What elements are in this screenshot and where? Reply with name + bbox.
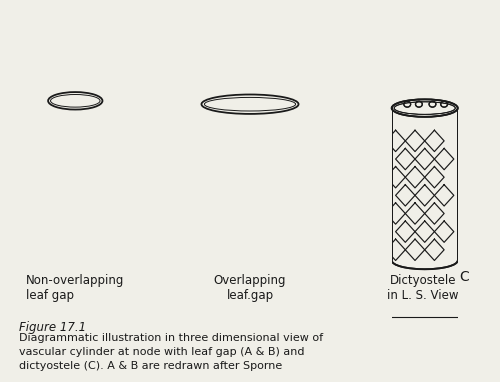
Polygon shape [8,3,392,374]
Text: Dictyostele
in L. S. View: Dictyostele in L. S. View [387,274,458,302]
Text: Leaf trace: Leaf trace [304,168,356,194]
Text: B: B [277,265,287,279]
Text: C: C [460,270,469,284]
Text: Overlapping
leaf.gap: Overlapping leaf.gap [214,274,286,302]
Text: A: A [56,238,66,253]
Text: Non-overlapping
leaf gap: Non-overlapping leaf gap [26,274,124,302]
Text: Leaf gap: Leaf gap [239,65,348,93]
Text: Figure 17.1: Figure 17.1 [19,321,86,334]
Text: Diagrammatic illustration in three dimensional view of
vascular cylinder at node: Diagrammatic illustration in three dimen… [19,333,323,371]
Text: Leaf trace: Leaf trace [104,179,157,189]
Text: Leaf gap: Leaf gap [80,63,154,89]
Polygon shape [458,3,492,374]
